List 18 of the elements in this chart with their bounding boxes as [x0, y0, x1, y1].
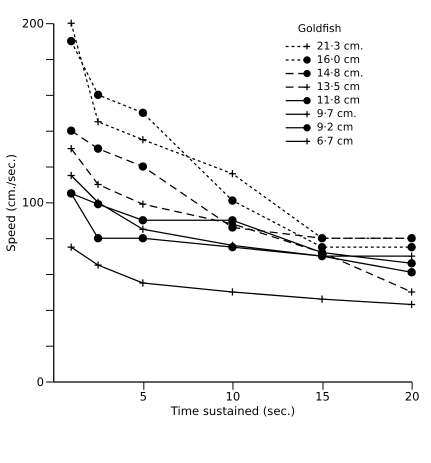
legend-label: 9·2 cm [316, 120, 354, 134]
legend-label: 21·3 cm. [316, 39, 364, 52]
legend-label: 13·5 cm [316, 80, 360, 94]
y-tick-label: 100 [22, 196, 44, 210]
x-tick-label: 15 [315, 389, 330, 404]
legend-label: 16·0 cm [316, 52, 360, 66]
x-tick-label: 5 [140, 389, 148, 404]
y-tick-label: 0 [36, 374, 44, 389]
x-axis-title: Time sustained (sec.) [170, 404, 296, 418]
legend-label: 9·7 cm. [316, 107, 357, 120]
legend-label: 6·7 cm [316, 134, 354, 148]
y-axis-title: Speed (cm./sec.) [4, 154, 18, 252]
x-tick-label: 20 [404, 389, 420, 404]
legend-label: 11·8 cm [316, 94, 360, 107]
x-tick-label: 10 [226, 389, 240, 404]
y-tick-label: 200 [22, 16, 44, 31]
legend-title: Goldfish [298, 22, 342, 35]
legend-label: 14·8 cm. [316, 66, 364, 80]
